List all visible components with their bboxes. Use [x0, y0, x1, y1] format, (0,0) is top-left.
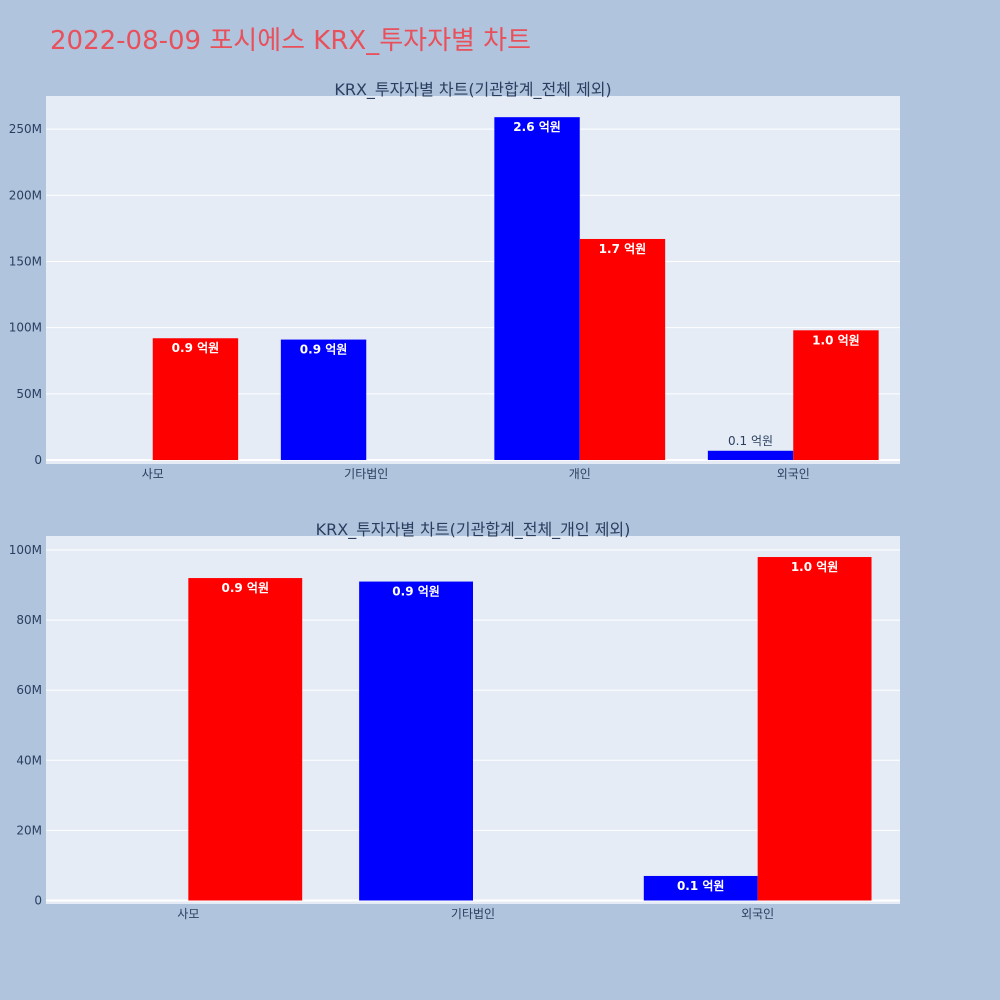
y-tick-label: 50M	[16, 387, 42, 401]
buy-bar	[643, 875, 758, 901]
y-tick-label: 20M	[16, 823, 42, 837]
buy-bar	[707, 450, 794, 461]
x-tick-label: 사모	[177, 907, 199, 921]
y-tick-label: 250M	[9, 122, 42, 136]
data-label: 0.9 억원	[222, 581, 270, 595]
y-tick-label: 0	[34, 893, 42, 907]
data-label: 0.9 억원	[392, 585, 440, 599]
page-title: 2022-08-09 포시에스 KRX_투자자별 차트	[50, 26, 531, 56]
y-tick-label: 150M	[9, 254, 42, 268]
y-tick-label: 100M	[9, 543, 42, 557]
y-tick-label: 80M	[16, 613, 42, 627]
x-tick-label: 기타법인	[451, 907, 495, 921]
data-label: 1.0 억원	[812, 333, 860, 347]
chart-1-title: KRX_투자자별 차트(기관합계_전체 제외)	[334, 80, 611, 100]
buy-bar	[280, 339, 367, 461]
chart-2-title: KRX_투자자별 차트(기관합계_전체_개인 제외)	[316, 520, 631, 540]
data-label: 0.9 억원	[172, 341, 220, 355]
data-label: 0.1 억원	[677, 879, 725, 893]
data-label: 0.9 억원	[300, 343, 348, 357]
y-tick-label: 40M	[16, 753, 42, 767]
x-tick-label: 개인	[569, 467, 591, 481]
data-label: 2.6 억원	[513, 120, 561, 134]
x-tick-label: 사모	[142, 467, 164, 481]
y-tick-label: 100M	[9, 321, 42, 335]
y-tick-label: 0	[34, 453, 42, 467]
sell-bar	[579, 238, 666, 461]
data-label: 0.1 억원	[728, 434, 773, 448]
x-tick-label: 외국인	[777, 467, 810, 481]
sell-bar	[793, 330, 879, 461]
sell-bar	[188, 578, 303, 901]
x-tick-label: 외국인	[741, 907, 774, 921]
x-tick-label: 기타법인	[344, 467, 388, 481]
data-label: 1.7 억원	[599, 242, 647, 256]
sell-bar	[757, 557, 872, 901]
y-tick-label: 60M	[16, 683, 42, 697]
buy-bar	[359, 581, 473, 901]
buy-bar	[494, 117, 580, 461]
sell-bar	[152, 338, 239, 461]
data-label: 1.0 억원	[791, 560, 839, 574]
y-tick-label: 200M	[9, 188, 42, 202]
